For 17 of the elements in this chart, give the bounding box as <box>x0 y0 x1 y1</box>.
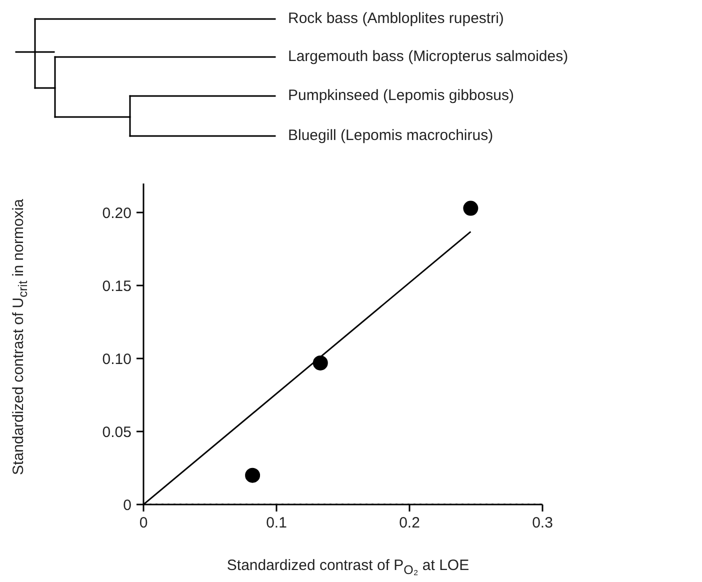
y-tick-label: 0 <box>123 497 132 514</box>
text: Rock bass (Ambloplites rupestri) <box>288 9 504 29</box>
x-tick-label: 0.3 <box>532 514 553 532</box>
point <box>245 468 260 483</box>
point <box>463 200 478 216</box>
y-tick-label: 0.20 <box>102 205 132 222</box>
y-tick-label: 0.10 <box>102 351 132 368</box>
text: Bluegill (Lepomis macrochirus) <box>288 126 494 146</box>
text: Largemouth bass (Micropterus salmoides) <box>288 47 568 67</box>
x-tick-label: 0.2 <box>399 514 420 532</box>
y-tick-label: 0.05 <box>102 424 132 442</box>
y-tick-label: 0.15 <box>102 278 132 296</box>
x-tick-label: 0 <box>139 514 148 532</box>
x-axis-title: Standardized contrast of P$_{O₂}$ at LOE <box>226 556 470 579</box>
text: Pumpkinseed (Lepomis gibbosus) <box>288 86 514 106</box>
point <box>312 355 328 370</box>
x-tick-label: 0.1 <box>266 514 287 532</box>
